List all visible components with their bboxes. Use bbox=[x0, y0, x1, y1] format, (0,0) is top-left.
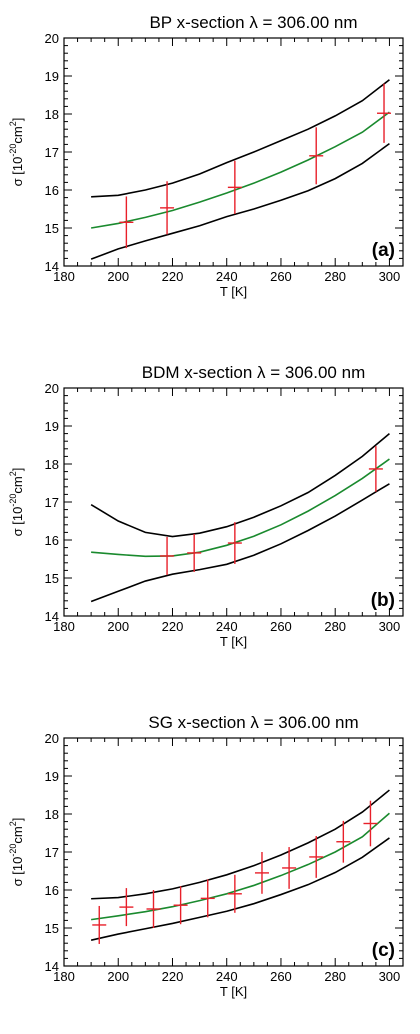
y-label-sup-exp: -20 bbox=[8, 844, 18, 857]
lower-bound-line bbox=[90, 483, 390, 603]
fit-line bbox=[91, 812, 390, 921]
y-tick-label: 18 bbox=[45, 457, 59, 472]
y-tick-label: 14 bbox=[45, 259, 59, 274]
chart-title: BP x-section λ = 306.00 nm bbox=[149, 13, 357, 32]
y-label-main: σ [10 bbox=[10, 857, 25, 887]
x-tick-label: 280 bbox=[324, 269, 346, 284]
x-tick-label: 280 bbox=[324, 619, 346, 634]
y-label-sup-exp: -20 bbox=[8, 494, 18, 507]
x-tick-label: 200 bbox=[107, 969, 129, 984]
title-suffix: = 306.00 nm bbox=[259, 713, 359, 732]
y-axis-label: σ [10-20cm2] bbox=[8, 118, 25, 187]
y-tick-label: 19 bbox=[45, 419, 59, 434]
lower-bound-line bbox=[90, 142, 390, 260]
fit-line bbox=[91, 458, 390, 558]
y-label-sup-square: 2 bbox=[8, 471, 18, 476]
lower-bound-line bbox=[90, 837, 390, 941]
chart-title: BDM x-section λ = 306.00 nm bbox=[142, 363, 365, 382]
x-tick-label: 260 bbox=[270, 269, 292, 284]
y-tick-label: 16 bbox=[45, 533, 59, 548]
y-tick-label: 20 bbox=[45, 31, 59, 46]
upper-bound-line bbox=[91, 789, 390, 900]
y-label-main: σ [10 bbox=[10, 157, 25, 187]
y-label-main: σ [10 bbox=[10, 507, 25, 537]
y-label-unit: cm bbox=[10, 126, 25, 143]
x-tick-label: 180 bbox=[53, 269, 75, 284]
x-tick-label: 200 bbox=[107, 269, 129, 284]
title-prefix: SG x-section bbox=[148, 713, 250, 732]
x-tick-label: 180 bbox=[53, 619, 75, 634]
chart-title: SG x-section λ = 306.00 nm bbox=[148, 713, 358, 732]
x-tick-label: 180 bbox=[53, 969, 75, 984]
y-label-end: ] bbox=[10, 118, 25, 122]
x-axis-label: T [K] bbox=[220, 634, 247, 649]
x-axis-label: T [K] bbox=[220, 284, 247, 299]
y-label-end: ] bbox=[10, 468, 25, 472]
panel-label: (a) bbox=[372, 240, 395, 261]
y-tick-label: 19 bbox=[45, 69, 59, 84]
title-suffix: = 306.00 nm bbox=[258, 13, 358, 32]
upper-bound-line bbox=[90, 432, 390, 538]
y-tick-label: 17 bbox=[45, 145, 59, 160]
title-suffix: = 306.00 nm bbox=[266, 363, 366, 382]
upper-bound-line bbox=[91, 79, 390, 198]
x-tick-label: 240 bbox=[216, 269, 238, 284]
x-tick-label: 260 bbox=[270, 619, 292, 634]
panel-label: (b) bbox=[371, 590, 395, 611]
y-tick-label: 15 bbox=[45, 221, 59, 236]
y-tick-label: 14 bbox=[45, 959, 59, 974]
title-lambda: λ bbox=[257, 363, 266, 382]
x-tick-label: 300 bbox=[379, 969, 401, 984]
x-tick-label: 280 bbox=[324, 969, 346, 984]
x-tick-label: 300 bbox=[379, 619, 401, 634]
y-tick-label: 16 bbox=[45, 183, 59, 198]
y-tick-label: 16 bbox=[45, 883, 59, 898]
title-lambda: λ bbox=[249, 13, 258, 32]
x-tick-label: 200 bbox=[107, 619, 129, 634]
x-tick-label: 240 bbox=[216, 969, 238, 984]
y-axis-label: σ [10-20cm2] bbox=[8, 818, 25, 887]
y-tick-label: 20 bbox=[45, 731, 59, 746]
y-tick-label: 14 bbox=[45, 609, 59, 624]
x-tick-label: 220 bbox=[162, 969, 184, 984]
y-tick-label: 15 bbox=[45, 571, 59, 586]
fit-line bbox=[90, 111, 390, 229]
y-label-unit: cm bbox=[10, 476, 25, 493]
y-label-sup-square: 2 bbox=[8, 121, 18, 126]
y-label-end: ] bbox=[10, 818, 25, 822]
y-axis-label: σ [10-20cm2] bbox=[8, 468, 25, 537]
plot-frame bbox=[63, 387, 404, 617]
y-label-sup-square: 2 bbox=[8, 821, 18, 826]
x-tick-label: 220 bbox=[162, 269, 184, 284]
plot-frame bbox=[63, 37, 404, 267]
x-tick-label: 260 bbox=[270, 969, 292, 984]
x-tick-label: 300 bbox=[379, 269, 401, 284]
y-tick-label: 15 bbox=[45, 921, 59, 936]
y-label-sup-exp: -20 bbox=[8, 144, 18, 157]
x-tick-label: 220 bbox=[162, 619, 184, 634]
title-lambda: λ bbox=[250, 713, 259, 732]
panel-label: (c) bbox=[372, 940, 395, 961]
y-label-unit: cm bbox=[10, 826, 25, 843]
plot-frame bbox=[63, 737, 404, 967]
x-tick-label: 240 bbox=[216, 619, 238, 634]
y-tick-label: 18 bbox=[45, 107, 59, 122]
y-tick-label: 18 bbox=[45, 807, 59, 822]
title-prefix: BP x-section bbox=[149, 13, 249, 32]
title-prefix: BDM x-section bbox=[142, 363, 257, 382]
x-axis-label: T [K] bbox=[220, 984, 247, 999]
y-tick-label: 19 bbox=[45, 769, 59, 784]
y-tick-label: 17 bbox=[45, 495, 59, 510]
y-tick-label: 20 bbox=[45, 381, 59, 396]
y-tick-label: 17 bbox=[45, 845, 59, 860]
